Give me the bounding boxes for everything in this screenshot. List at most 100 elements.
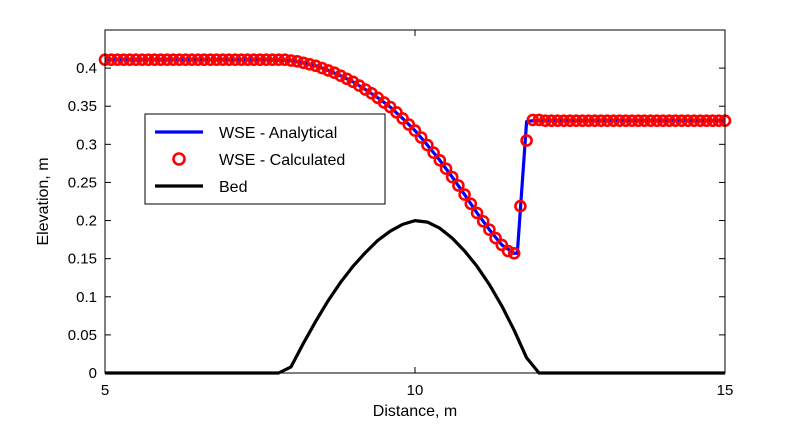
data-point [228, 53, 242, 67]
y-tick-label: 0.05 [68, 327, 97, 344]
data-point [538, 114, 552, 127]
data-point [458, 188, 471, 201]
data-point [464, 197, 478, 211]
data-point [644, 114, 657, 127]
data-point [650, 114, 664, 127]
legend-marker-swatch [172, 152, 186, 166]
y-tick-label: 0.1 [76, 289, 97, 306]
data-point [142, 53, 155, 67]
data-point [551, 114, 564, 127]
data-point [148, 53, 161, 67]
data-point [191, 53, 205, 67]
data-point [235, 53, 248, 67]
data-point [631, 114, 645, 127]
y-tick-label: 0.3 [76, 136, 97, 153]
data-point [421, 138, 434, 152]
data-point [470, 206, 484, 220]
data-point [439, 162, 453, 175]
data-point [476, 215, 490, 228]
data-point [111, 53, 124, 67]
data-point [501, 244, 515, 258]
axes-layer: 5 10 15 0 0.05 0.1 0.15 0.2 0.25 0.3 0.35 0.4 [68, 29, 734, 399]
data-point [408, 124, 422, 137]
data-point [210, 53, 223, 67]
legend-item-2: Bed [155, 179, 247, 196]
series-line [105, 219, 725, 375]
x-tick-label: 15 [717, 382, 734, 399]
y-tick-label: 0.25 [68, 174, 97, 191]
data-point [445, 170, 459, 184]
data-point [638, 114, 651, 127]
series-2 [105, 219, 725, 375]
data-point [693, 114, 707, 127]
data-point [197, 53, 211, 67]
data-point [241, 53, 254, 67]
data-point [576, 114, 589, 127]
data-point [594, 114, 608, 127]
data-point [154, 53, 168, 67]
data-point [297, 56, 310, 70]
data-point [284, 54, 298, 67]
x-axis-title: Distance, m [373, 403, 457, 420]
data-point [185, 53, 199, 67]
data-point [222, 53, 236, 67]
data-point [278, 53, 292, 67]
y-tick-label: 0.4 [76, 60, 97, 77]
data-point [204, 53, 217, 67]
legend-label: WSE - Calculated [219, 152, 345, 169]
data-point [656, 114, 670, 127]
data-point [315, 61, 329, 75]
data-point [687, 114, 701, 127]
data-point [613, 114, 626, 127]
data-point [532, 113, 546, 127]
y-axis-title: Elevation, m [35, 157, 52, 245]
y-tick-label: 0.15 [68, 251, 97, 268]
data-point [253, 53, 267, 67]
data-point [340, 72, 354, 86]
legend: WSE - Analytical WSE - Calculated Bed [144, 113, 386, 205]
data-point [309, 59, 323, 73]
data-point [526, 113, 540, 127]
data-point [557, 114, 571, 127]
data-point [700, 114, 713, 127]
legend-label: WSE - Analytical [219, 125, 337, 142]
data-point [266, 53, 279, 67]
data-point [166, 53, 180, 67]
data-point [321, 64, 335, 77]
legend-item-1: WSE - Calculated [172, 152, 345, 169]
data-point [129, 53, 143, 67]
data-point [489, 231, 502, 245]
data-point [414, 131, 428, 144]
data-point [706, 114, 719, 127]
data-point [117, 53, 130, 67]
y-tick-label: 0.35 [68, 98, 97, 115]
data-point [600, 114, 614, 127]
data-point [452, 179, 465, 192]
data-point [669, 114, 682, 127]
data-point [123, 53, 137, 67]
data-point [104, 53, 118, 67]
data-point [334, 69, 347, 82]
data-point [135, 53, 149, 67]
data-point [625, 114, 639, 127]
data-point [588, 114, 602, 127]
data-point [607, 114, 620, 127]
data-point [173, 53, 186, 67]
legend-label: Bed [219, 179, 247, 196]
data-point [483, 223, 496, 236]
data-point [520, 134, 533, 147]
x-tick-label: 5 [101, 382, 109, 399]
data-point [303, 58, 316, 71]
data-point [507, 247, 521, 260]
y-tick-label: 0.2 [76, 213, 97, 230]
data-point [563, 114, 577, 127]
y-tick-label: 0 [89, 365, 97, 382]
data-point [675, 114, 688, 127]
data-point [433, 154, 447, 167]
data-point [328, 66, 341, 79]
data-point [259, 53, 273, 67]
data-point [569, 114, 583, 127]
data-point [712, 114, 726, 127]
data-point [179, 53, 192, 67]
